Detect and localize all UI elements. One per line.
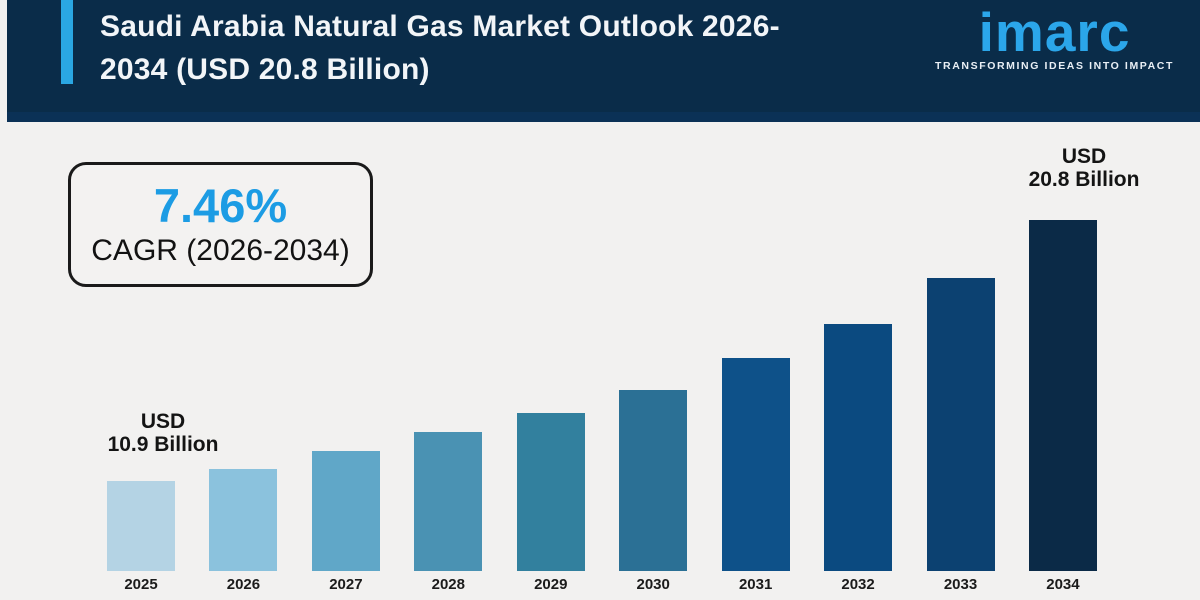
x-tick-2030: 2030 xyxy=(636,576,670,593)
bar-2034 xyxy=(1028,220,1097,571)
value-label-2025-line2: 10.9 Billion xyxy=(107,433,219,456)
bar-2029 xyxy=(516,413,585,571)
value-label-2034-line2: 20.8 Billion xyxy=(1028,168,1140,191)
bar-column-2029: 2029 xyxy=(516,0,585,596)
bar-column-2031: 2031 xyxy=(721,0,790,596)
x-tick-2033: 2033 xyxy=(943,576,978,593)
bar-column-2034: 2034 xyxy=(1028,0,1097,596)
title-accent-bar xyxy=(61,0,73,84)
page-title: Saudi Arabia Natural Gas Market Outlook … xyxy=(100,5,900,91)
bar-column-2028: 2028 xyxy=(414,0,483,596)
bar-2025 xyxy=(107,481,175,571)
value-label-2025: USD 10.9 Billion xyxy=(88,410,238,456)
cagr-callout-box: 7.46% CAGR (2026-2034) xyxy=(68,162,373,287)
x-tick-2032: 2032 xyxy=(841,576,875,593)
bar-column-2033: 2033 xyxy=(926,0,995,596)
bar-2032 xyxy=(824,324,893,571)
bar-2027 xyxy=(311,451,380,571)
x-tick-2025: 2025 xyxy=(124,576,158,593)
bar-column-2027: 2027 xyxy=(311,0,380,596)
x-tick-2034: 2034 xyxy=(1046,576,1080,593)
page-title-line2: 2034 (USD 20.8 Billion) xyxy=(100,53,430,86)
x-tick-2031: 2031 xyxy=(738,576,773,593)
bar-column-2030: 2030 xyxy=(619,0,688,596)
bar-chart: USD 10.9 Billion USD 20.8 Billion 2025 20… xyxy=(107,0,1139,596)
x-tick-2027: 2027 xyxy=(329,576,363,593)
imarc-logo-wordmark: imarc xyxy=(978,1,1131,63)
bar-column-2032: 2032 xyxy=(824,0,893,596)
bar-2031 xyxy=(721,358,790,571)
value-label-2034-line1: USD xyxy=(1061,145,1107,168)
bar-2028 xyxy=(414,432,483,571)
imarc-logo: imarc TRANSFORMING IDEAS INTO IMPACT xyxy=(935,1,1174,73)
bar-2030 xyxy=(619,390,688,571)
bar-2026 xyxy=(209,469,278,571)
bar-column-2026: 2026 xyxy=(209,0,278,596)
header-banner: Saudi Arabia Natural Gas Market Outlook … xyxy=(7,0,1200,122)
value-label-2025-line1: USD xyxy=(140,410,186,433)
page-title-line1: Saudi Arabia Natural Gas Market Outlook … xyxy=(100,10,780,43)
imarc-logo-tagline: TRANSFORMING IDEAS INTO IMPACT xyxy=(935,60,1174,72)
bar-2033 xyxy=(926,278,995,571)
x-tick-2029: 2029 xyxy=(534,576,568,593)
cagr-value: 7.46% xyxy=(153,179,288,232)
bar-column-2025: 2025 xyxy=(107,0,175,596)
value-label-2034: USD 20.8 Billion xyxy=(1009,145,1159,191)
cagr-label: CAGR (2026-2034) xyxy=(91,234,350,267)
x-tick-2028: 2028 xyxy=(431,576,465,593)
x-tick-2026: 2026 xyxy=(226,576,261,593)
